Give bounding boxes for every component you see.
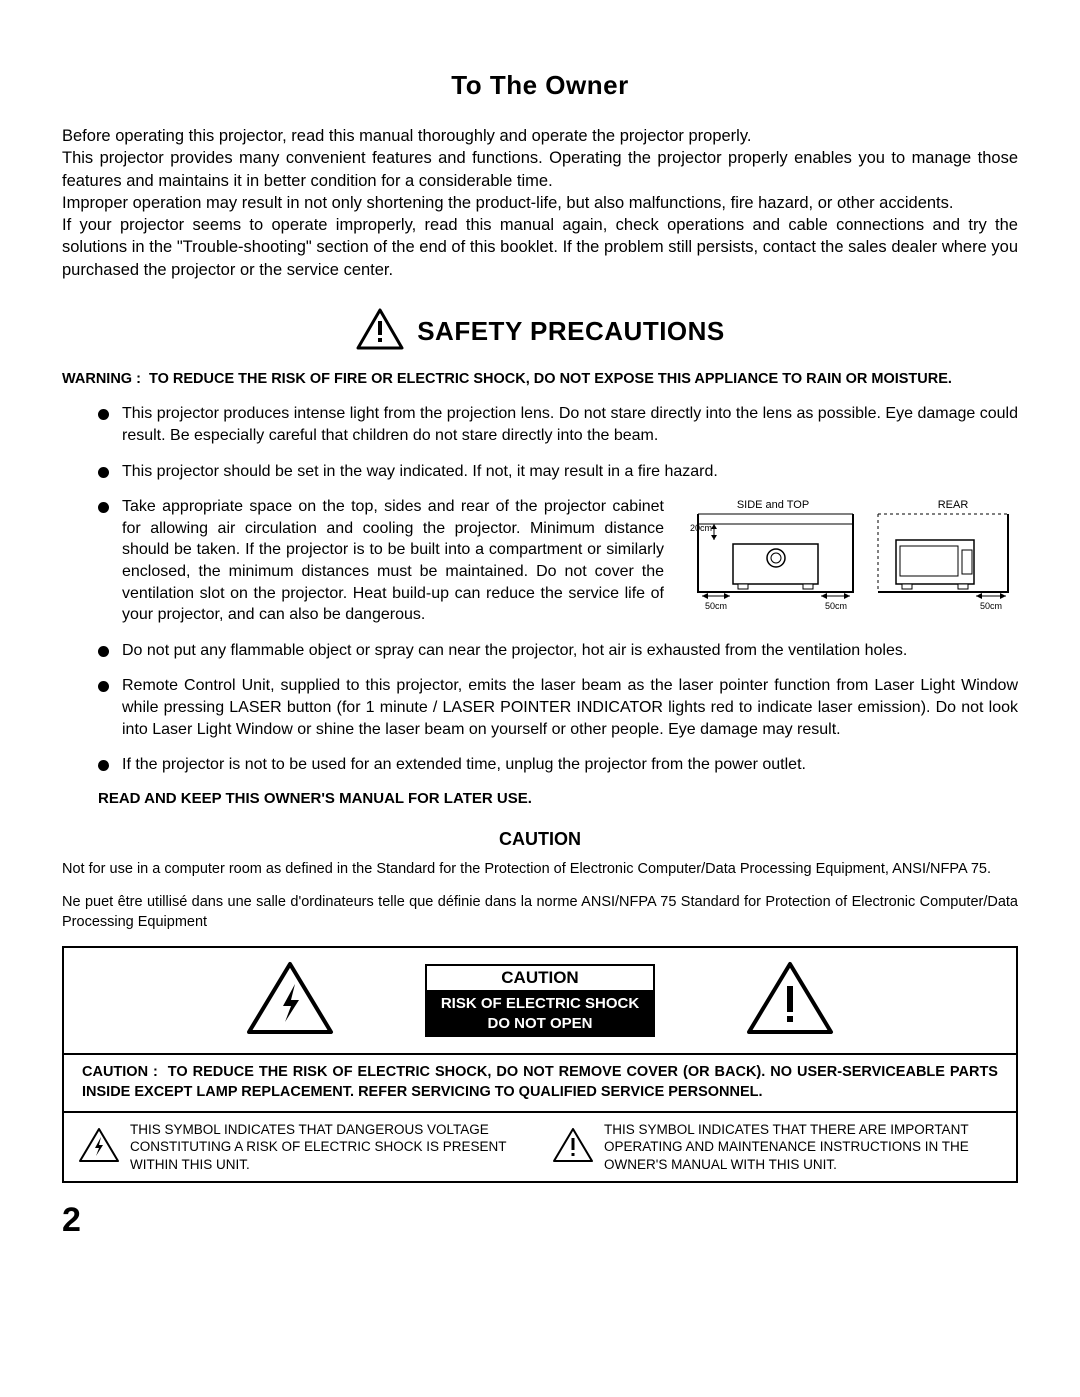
intro-p3: Improper operation may result in not onl… <box>62 192 1018 214</box>
caution-box-symbols: THIS SYMBOL INDICATES THAT DANGEROUS VOL… <box>64 1113 1016 1182</box>
safety-bullets: This projector produces intense light fr… <box>62 403 1018 775</box>
bullet-2: This projector should be set in the way … <box>98 461 1018 483</box>
page-title: To The Owner <box>62 70 1018 101</box>
warning-text: TO REDUCE THE RISK OF FIRE OR ELECTRIC S… <box>149 371 952 387</box>
symbol-excl-desc: THIS SYMBOL INDICATES THAT THERE ARE IMP… <box>552 1121 1002 1174</box>
bolt-triangle-icon <box>245 960 335 1041</box>
caution-box: CAUTION RISK OF ELECTRIC SHOCK DO NOT OP… <box>62 946 1018 1183</box>
caution-heading: CAUTION <box>62 829 1018 850</box>
warning-label: WARNING : <box>62 370 141 390</box>
bullet-3: Take appropriate space on the top, sides… <box>98 496 1018 626</box>
bolt-triangle-small-icon <box>78 1127 120 1168</box>
warning-triangle-icon <box>355 307 405 356</box>
bullet-3-text: Take appropriate space on the top, sides… <box>122 496 664 626</box>
keep-manual: READ AND KEEP THIS OWNER'S MANUAL FOR LA… <box>98 790 1018 807</box>
caution-box-label: CAUTION : <box>82 1064 158 1080</box>
caution-box-body: TO REDUCE THE RISK OF ELECTRIC SHOCK, DO… <box>82 1064 998 1100</box>
intro-p4: If your projector seems to operate impro… <box>62 214 1018 281</box>
caution-box-risk: RISK OF ELECTRIC SHOCK DO NOT OPEN <box>425 990 655 1037</box>
bullet-5: Remote Control Unit, supplied to this pr… <box>98 675 1018 740</box>
symbol-excl-text: THIS SYMBOL INDICATES THAT THERE ARE IMP… <box>604 1121 1002 1174</box>
bullet-6: If the projector is not to be used for a… <box>98 754 1018 776</box>
bullet-1: This projector produces intense light fr… <box>98 403 1018 446</box>
clearance-diagram: SIDE and TOP 20cm <box>678 496 1018 623</box>
caution-box-header: CAUTION RISK OF ELECTRIC SHOCK DO NOT OP… <box>64 948 1016 1055</box>
caution-box-top-label: CAUTION <box>425 964 655 990</box>
svg-text:SIDE and TOP: SIDE and TOP <box>737 499 809 511</box>
caution-fr: Ne puet être utillisé dans une salle d'o… <box>62 893 1018 932</box>
intro-p1: Before operating this projector, read th… <box>62 125 1018 147</box>
safety-heading-label: SAFETY PRECAUTIONS <box>417 316 725 347</box>
caution-box-text: CAUTION : TO REDUCE THE RISK OF ELECTRIC… <box>64 1055 1016 1112</box>
intro-block: Before operating this projector, read th… <box>62 125 1018 281</box>
svg-text:50cm: 50cm <box>705 601 727 611</box>
page-number: 2 <box>62 1201 1018 1240</box>
bullet-4: Do not put any flammable object or spray… <box>98 640 1018 662</box>
symbol-bolt-text: THIS SYMBOL INDICATES THAT DANGEROUS VOL… <box>130 1121 528 1174</box>
svg-text:50cm: 50cm <box>825 601 847 611</box>
caution-box-center: CAUTION RISK OF ELECTRIC SHOCK DO NOT OP… <box>425 964 655 1037</box>
caution-en: Not for use in a computer room as define… <box>62 860 1018 880</box>
symbol-bolt-desc: THIS SYMBOL INDICATES THAT DANGEROUS VOL… <box>78 1121 528 1174</box>
svg-text:20cm: 20cm <box>690 523 712 533</box>
safety-heading: SAFETY PRECAUTIONS <box>62 307 1018 356</box>
svg-text:50cm: 50cm <box>980 601 1002 611</box>
intro-p2: This projector provides many convenient … <box>62 147 1018 192</box>
exclamation-triangle-small-icon <box>552 1127 594 1168</box>
svg-text:REAR: REAR <box>938 499 969 511</box>
warning-line: WARNING : TO REDUCE THE RISK OF FIRE OR … <box>62 370 1018 390</box>
exclamation-triangle-icon <box>745 960 835 1041</box>
